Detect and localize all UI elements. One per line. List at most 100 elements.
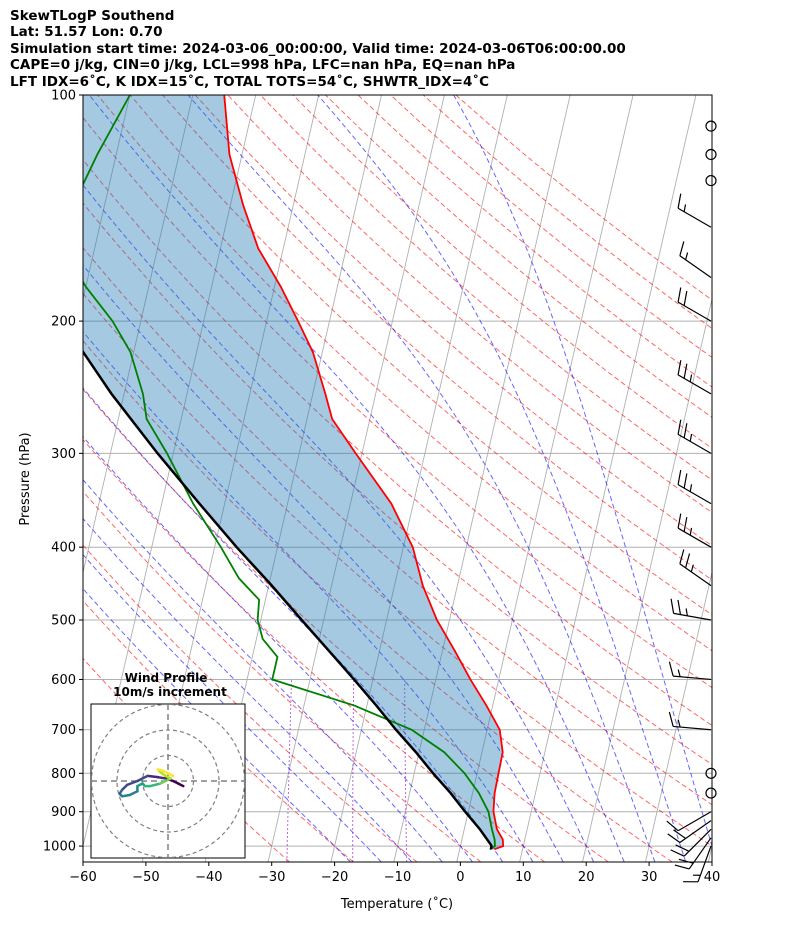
wind-barb-half-flag [677,669,681,677]
dry-adiabat-line [83,339,673,862]
wind-barb-flag [683,290,688,306]
wind-barb-staff [688,837,712,870]
dry-adiabat-line [83,247,712,806]
hodograph-plot [91,704,245,858]
wind-barb-half-flag [685,252,689,260]
isotherm-line [771,95,794,862]
y-tick-label: 600 [51,673,76,688]
wind-barb-staff [677,433,712,454]
isotherm-line [330,95,508,862]
isotherm-line [707,844,712,862]
dry-adiabat-line [83,657,290,862]
wind-barb-staff [677,301,712,322]
wind-barb-flag [666,820,679,832]
wind-barb-flag [677,599,682,615]
hodograph-trace-segment [128,789,139,797]
mixing-ratio-line [352,679,355,862]
isotherm-line [83,95,131,301]
wind-barb-staff [673,612,712,621]
wind-barb-half-flag [689,374,693,382]
wind-barb-flag [683,363,688,379]
wind-barb-flag [677,287,682,303]
x-tick-label: 20 [578,870,595,885]
hodograph-inset: Wind Profile 10m/s increment [90,671,246,859]
calm-wind-circle [705,148,717,161]
dry-adiabat-line [455,95,712,301]
chart-title: SkewTLogP Southend Lat: 51.57 Lon: 0.70 … [10,8,626,90]
wind-barb-flag [668,711,674,727]
x-tick-label: −40 [195,870,222,885]
isotherm-line [0,95,67,862]
wind-barb-staff [679,255,712,279]
moist-adiabat-line [83,264,564,862]
calm-wind-circle [705,787,717,799]
moist-adiabat-line [187,95,656,862]
cin-shading [83,95,504,850]
y-tick-label: 500 [51,613,76,628]
moist-adiabat-line [83,330,534,862]
isotherm-line [645,570,712,862]
x-tick-label: −20 [321,870,348,885]
x-tick-label: 30 [641,870,658,885]
hodograph-trace-segment [146,774,160,779]
moist-adiabat-line [83,435,473,862]
moist-adiabat-line [317,95,687,862]
moist-adiabat-line [83,387,504,862]
y-axis-label: Pressure (hPa) [18,432,33,525]
x-tick-label: 0 [456,870,464,885]
wind-barb-staff [673,675,712,681]
wind-barb-flag [674,864,690,870]
hodograph-trace-segment [161,769,175,778]
calm-wind-circle [705,174,717,187]
y-tick-label: 100 [51,89,76,104]
dry-adiabat-line [325,95,712,418]
wind-barb-half-flag [683,204,687,212]
y-tick-label: 700 [51,723,76,738]
hodograph-trace-segment [120,793,131,798]
parcel-profile [83,349,493,850]
wind-barb-flag [678,858,694,864]
wind-barb-flag [677,513,682,529]
wind-barb-flag [683,473,688,489]
wind-barb-flag [673,829,686,839]
wind-barb-half-flag [690,564,694,573]
y-tick-label: 300 [51,447,76,462]
isotherm-line [267,95,445,862]
wind-barb-flag [677,193,682,209]
wind-barb-staff [697,845,712,882]
grid-layer [0,95,794,862]
x-tick-label: 10 [515,870,532,885]
wind-barb-staff [679,820,712,843]
wind-barb-half-flag [689,433,693,442]
title-line-3: Simulation start time: 2024-03-06_00:00:… [10,40,626,57]
y-tick-label: 200 [51,315,76,330]
dry-adiabat-line [97,95,712,652]
title-line-4: CAPE=0 j/kg, CIN=0 j/kg, LCL=998 hPa, LF… [10,57,516,74]
moist-adiabat-line [453,95,712,848]
wind-barb-staff [677,484,712,505]
wind-barb-flag [679,241,685,256]
wind-barb-flag [677,419,682,435]
wind-barb-staff [677,207,712,228]
isotherm-line [582,296,712,862]
dry-adiabat-line [194,95,712,547]
wind-barb-flag [670,598,675,614]
wind-barb-flag [685,553,691,568]
title-line-2: Lat: 51.57 Lon: 0.70 [10,24,163,41]
y-tick-label: 800 [51,767,76,782]
wind-barb-staff [677,811,712,832]
wind-barb-staff [677,374,712,395]
wind-barb-flag [679,549,685,564]
wind-barb-staff [679,563,712,587]
moist-adiabat-line [83,553,382,862]
moist-adiabat-line [83,184,595,862]
title-line-5: LFT IDX=6˚C, K IDX=15˚C, TOTAL TOTS=54˚C… [10,73,490,90]
dry-adiabat-line [227,95,712,514]
title-line-1: SkewTLogP Southend [10,8,175,24]
x-axis-label: Temperature (˚C) [340,896,453,912]
wind-barb-flag [670,849,685,857]
wind-barb-staff [673,725,712,731]
dry-adiabat-line [83,438,545,862]
